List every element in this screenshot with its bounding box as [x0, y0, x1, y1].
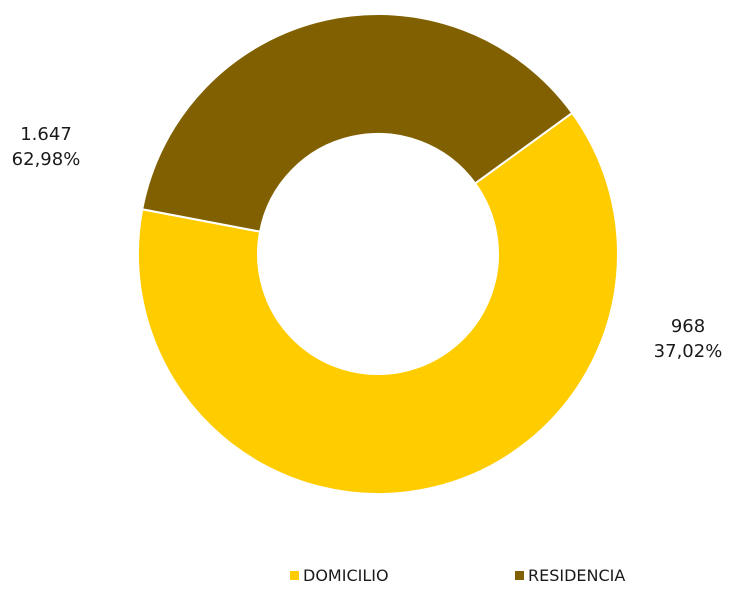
legend-swatch-residencia	[515, 571, 524, 580]
legend-label-residencia: RESIDENCIA	[528, 566, 625, 585]
data-labels: 1.647 62,98% 968 37,02%	[12, 124, 723, 362]
value-label-residencia: 968	[671, 316, 705, 337]
legend: DOMICILIO RESIDENCIA	[290, 566, 625, 585]
legend-item-residencia: RESIDENCIA	[515, 566, 625, 585]
donut-slice-residencia	[141, 13, 574, 233]
legend-swatch-domicilio	[290, 571, 299, 580]
legend-label-domicilio: DOMICILIO	[303, 566, 389, 585]
value-label-domicilio: 1.647	[20, 124, 72, 145]
legend-item-domicilio: DOMICILIO	[290, 566, 389, 585]
donut-slices	[137, 13, 619, 495]
percent-label-residencia: 37,02%	[654, 341, 723, 362]
data-label-domicilio: 1.647 62,98%	[12, 124, 81, 170]
percent-label-domicilio: 62,98%	[12, 149, 81, 170]
data-label-residencia: 968 37,02%	[654, 316, 723, 362]
donut-slice-domicilio	[137, 111, 619, 495]
